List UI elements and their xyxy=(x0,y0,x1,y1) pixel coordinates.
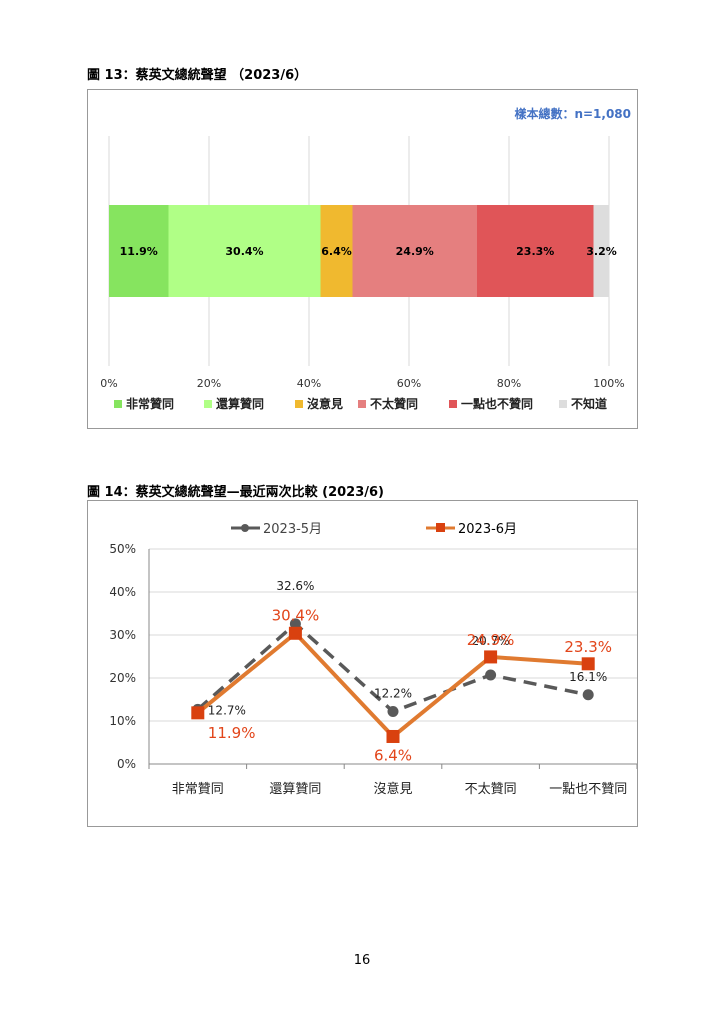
x-tick-label: 一點也不贊同 xyxy=(549,782,627,797)
legend-label: 還算贊同 xyxy=(216,396,264,411)
y-tick-label: 20% xyxy=(109,671,136,685)
data-point-june xyxy=(484,650,498,664)
legend-label: 非常贊同 xyxy=(126,396,174,411)
legend-swatch xyxy=(358,400,366,408)
data-point-may xyxy=(485,669,497,681)
legend-marker-may xyxy=(241,524,249,532)
data-label-june: 23.3% xyxy=(564,638,612,656)
x-tick-label: 100% xyxy=(593,377,624,390)
bar-value-label: 30.4% xyxy=(225,245,263,258)
bar-segment-2 xyxy=(168,205,321,297)
data-point-may xyxy=(289,618,301,630)
data-label-june: 24.9% xyxy=(467,631,515,649)
legend-swatch xyxy=(295,400,303,408)
data-label-june: 11.9% xyxy=(208,724,256,742)
data-label-may: 32.6% xyxy=(276,579,314,593)
data-label-june: 6.4% xyxy=(374,746,412,764)
x-tick-label: 不太贊同 xyxy=(465,782,517,797)
x-tick-label: 20% xyxy=(197,377,221,390)
legend-label: 一點也不贊同 xyxy=(461,396,533,411)
figure14-chart: 2023-5月 2023-6月 0% 10% 20% 30% 40% 50% 非常贊同 還算贊同 沒… xyxy=(109,522,638,797)
data-label-may: 16.1% xyxy=(569,670,607,684)
data-label-may: 12.2% xyxy=(374,687,412,701)
x-tick-label: 40% xyxy=(297,377,321,390)
data-point-june xyxy=(386,729,400,743)
y-tick-label: 10% xyxy=(109,714,136,728)
data-point-june xyxy=(581,657,595,671)
data-point-june xyxy=(191,706,205,720)
legend-swatch xyxy=(559,400,567,408)
bar-value-label: 11.9% xyxy=(120,245,158,258)
bar-segment-4 xyxy=(352,205,477,297)
figure13-title: 圖 13：蔡英文總統聲望 （2023/6） xyxy=(87,68,308,83)
bar-value-label: 3.2% xyxy=(586,245,617,258)
x-tick-label: 80% xyxy=(497,377,521,390)
legend-swatch xyxy=(114,400,122,408)
bar-value-label: 6.4% xyxy=(321,245,352,258)
figure14-title: 圖 14：蔡英文總統聲望—最近兩次比較 (2023/6) xyxy=(87,485,385,500)
y-tick-label: 30% xyxy=(109,628,136,642)
legend-marker-june xyxy=(436,523,445,532)
legend-swatch xyxy=(204,400,212,408)
legend-label: 不知道 xyxy=(571,396,607,411)
data-point-june xyxy=(288,626,302,640)
x-tick-label: 沒意見 xyxy=(373,781,412,797)
data-label-may: 12.7% xyxy=(208,703,246,717)
data-label-june: 30.4% xyxy=(272,606,320,624)
bar-value-label: 23.3% xyxy=(516,245,554,258)
page-number: 16 xyxy=(353,953,371,968)
figure14-frame: 2023-5月 2023-6月 0% 10% 20% 30% 40% 50% 非常贊同 還算贊同 沒… xyxy=(87,500,638,827)
x-tick-label: 0% xyxy=(100,377,117,390)
x-tick-label: 60% xyxy=(397,377,421,390)
figure13-chart: 樣本總數：n=1,080 0% 20% 40% 60% 80% 100% 11.9% 30.4%… xyxy=(100,106,631,411)
legend-label-june: 2023-6月 xyxy=(458,522,517,537)
legend-swatch xyxy=(449,400,457,408)
x-tick-label: 非常贊同 xyxy=(172,782,224,797)
bar-value-label: 24.9% xyxy=(396,245,434,258)
bar-segment-1 xyxy=(109,205,169,297)
data-point-may xyxy=(582,689,594,701)
bar-segment-6 xyxy=(593,205,610,297)
legend-label: 不太贊同 xyxy=(370,396,418,411)
y-tick-label: 40% xyxy=(109,585,136,599)
sample-size-label: 樣本總數：n=1,080 xyxy=(514,106,631,121)
y-tick-label: 0% xyxy=(117,757,136,771)
x-tick-label: 還算贊同 xyxy=(269,782,321,797)
legend-label: 沒意見 xyxy=(307,396,343,411)
bar-segment-3 xyxy=(320,205,353,297)
data-label-may: 20.7% xyxy=(472,634,510,648)
y-tick-label: 50% xyxy=(109,542,136,556)
bar-segment-5 xyxy=(477,205,594,297)
legend-label-may: 2023-5月 xyxy=(263,522,322,537)
data-point-may xyxy=(387,706,399,718)
figure13-frame: 樣本總數：n=1,080 0% 20% 40% 60% 80% 100% 11.9% 30.4%… xyxy=(87,89,638,429)
